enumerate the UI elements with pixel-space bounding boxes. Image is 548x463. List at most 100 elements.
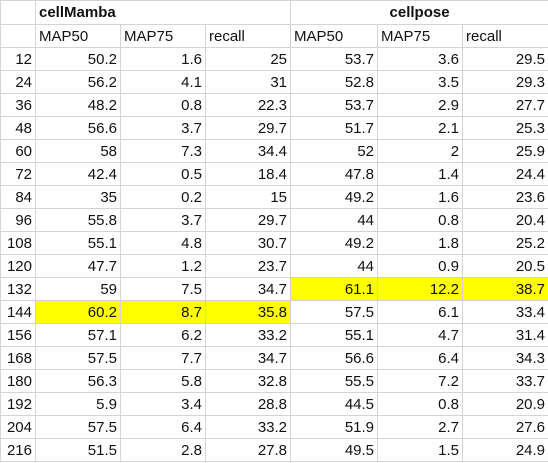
cell-cellmamba-recall[interactable]: 29.7 xyxy=(204,116,292,140)
cell-cellmamba-recall[interactable]: 31 xyxy=(204,70,292,94)
cell-cellmamba-map50[interactable]: 59 xyxy=(35,277,121,301)
cell-cellpose-map75[interactable]: 4.7 xyxy=(377,323,464,347)
cell-cellmamba-map75[interactable]: 0.5 xyxy=(120,162,206,186)
cell-cellmamba-map50[interactable]: 47.7 xyxy=(35,254,121,278)
cell-cellpose-map75[interactable]: 1.5 xyxy=(377,438,464,462)
row-index-cell[interactable]: 144 xyxy=(0,300,36,324)
cell-cellpose-map50[interactable]: 52 xyxy=(290,139,379,163)
row-index-cell[interactable]: 216 xyxy=(0,438,36,462)
row-index-cell[interactable]: 204 xyxy=(0,415,36,439)
cell-cellpose-map50[interactable]: 49.2 xyxy=(290,231,379,255)
cell-cellmamba-map50[interactable]: 42.4 xyxy=(35,162,121,186)
cell-cellmamba-map75[interactable]: 4.1 xyxy=(120,70,206,94)
cell-cellpose-map75[interactable]: 2.1 xyxy=(377,116,464,140)
cell-cellpose-map50[interactable]: 56.6 xyxy=(290,346,379,370)
cell-cellpose-map75[interactable]: 3.6 xyxy=(377,47,464,71)
cell-cellmamba-map50[interactable]: 57.1 xyxy=(35,323,121,347)
cell-cellmamba-recall[interactable]: 27.8 xyxy=(204,438,292,462)
cell-cellmamba-recall[interactable]: 35.8 xyxy=(204,300,292,324)
cell-cellmamba-recall[interactable]: 32.8 xyxy=(204,369,292,393)
col-header-map75[interactable]: MAP75 xyxy=(120,24,206,48)
cell-cellpose-recall[interactable]: 24.4 xyxy=(462,162,548,186)
row-index-cell[interactable]: 120 xyxy=(0,254,36,278)
row-index-cell[interactable]: 180 xyxy=(0,369,36,393)
cell-cellmamba-map50[interactable]: 56.2 xyxy=(35,70,121,94)
row-index-cell[interactable]: 60 xyxy=(0,139,36,163)
row-index-cell[interactable]: 156 xyxy=(0,323,36,347)
cell-cellpose-map75[interactable]: 0.8 xyxy=(377,208,464,232)
cell-cellpose-map75[interactable]: 0.9 xyxy=(377,254,464,278)
row-index-cell[interactable]: 108 xyxy=(0,231,36,255)
col-header-map75[interactable]: MAP75 xyxy=(377,24,464,48)
cell-cellmamba-recall[interactable]: 34.4 xyxy=(204,139,292,163)
cell-cellpose-map75[interactable]: 2.7 xyxy=(377,415,464,439)
row-index-cell[interactable]: 132 xyxy=(0,277,36,301)
cell-cellmamba-map50[interactable]: 35 xyxy=(35,185,121,209)
cell-cellpose-map75[interactable]: 2 xyxy=(377,139,464,163)
col-header-map50[interactable]: MAP50 xyxy=(290,24,379,48)
cell-cellpose-recall[interactable]: 33.4 xyxy=(462,300,548,324)
cell-cellmamba-map75[interactable]: 6.2 xyxy=(120,323,206,347)
cell-cellpose-recall[interactable]: 20.4 xyxy=(462,208,548,232)
cell-cellmamba-recall[interactable]: 23.7 xyxy=(204,254,292,278)
cell-cellpose-map50[interactable]: 55.5 xyxy=(290,369,379,393)
cell-cellmamba-map50[interactable]: 55.1 xyxy=(35,231,121,255)
cell-cellpose-recall[interactable]: 38.7 xyxy=(462,277,548,301)
cell-cellpose-map75[interactable]: 12.2 xyxy=(377,277,464,301)
cell-cellmamba-map75[interactable]: 1.6 xyxy=(120,47,206,71)
row-index-cell[interactable]: 72 xyxy=(0,162,36,186)
cell-cellmamba-map75[interactable]: 2.8 xyxy=(120,438,206,462)
cell-cellmamba-map75[interactable]: 7.5 xyxy=(120,277,206,301)
cell-cellpose-recall[interactable]: 20.5 xyxy=(462,254,548,278)
row-index-cell[interactable]: 48 xyxy=(0,116,36,140)
cell-cellpose-recall[interactable]: 25.3 xyxy=(462,116,548,140)
cell-cellpose-map50[interactable]: 49.2 xyxy=(290,185,379,209)
cell-cellmamba-map50[interactable]: 56.6 xyxy=(35,116,121,140)
row-index-cell[interactable]: 192 xyxy=(0,392,36,416)
cell-cellpose-map50[interactable]: 44.5 xyxy=(290,392,379,416)
cell-cellmamba-map75[interactable]: 0.8 xyxy=(120,93,206,117)
cell-cellmamba-recall[interactable]: 18.4 xyxy=(204,162,292,186)
cell-cellpose-map75[interactable]: 1.6 xyxy=(377,185,464,209)
cell-cellpose-recall[interactable]: 27.7 xyxy=(462,93,548,117)
cell-cellmamba-map50[interactable]: 51.5 xyxy=(35,438,121,462)
cell-cellmamba-map50[interactable]: 55.8 xyxy=(35,208,121,232)
cell-cellmamba-map75[interactable]: 7.3 xyxy=(120,139,206,163)
cell-cellpose-map75[interactable]: 6.1 xyxy=(377,300,464,324)
col-header-map50[interactable]: MAP50 xyxy=(35,24,121,48)
col-header-recall[interactable]: recall xyxy=(462,24,548,48)
group-header-cellmamba[interactable]: cellMamba xyxy=(34,0,292,25)
cell-cellpose-recall[interactable]: 23.6 xyxy=(462,185,548,209)
cell-cellmamba-map75[interactable]: 8.7 xyxy=(120,300,206,324)
cell-cellmamba-map75[interactable]: 3.7 xyxy=(120,208,206,232)
cell-cellmamba-recall[interactable]: 33.2 xyxy=(204,323,292,347)
cell-cellpose-map75[interactable]: 7.2 xyxy=(377,369,464,393)
cell-cellpose-recall[interactable]: 20.9 xyxy=(462,392,548,416)
cell-cellpose-map75[interactable]: 1.4 xyxy=(377,162,464,186)
cell-cellpose-map50[interactable]: 51.9 xyxy=(290,415,379,439)
cell-cellmamba-map75[interactable]: 4.8 xyxy=(120,231,206,255)
cell-cellpose-recall[interactable]: 33.7 xyxy=(462,369,548,393)
cell-cellpose-map75[interactable]: 2.9 xyxy=(377,93,464,117)
cell-cellpose-map50[interactable]: 53.7 xyxy=(290,47,379,71)
index-header-cell[interactable] xyxy=(0,24,36,48)
cell-cellpose-recall[interactable]: 34.3 xyxy=(462,346,548,370)
cell-cellmamba-recall[interactable]: 25 xyxy=(204,47,292,71)
cell-cellmamba-map50[interactable]: 57.5 xyxy=(35,346,121,370)
cell-cellpose-recall[interactable]: 29.5 xyxy=(462,47,548,71)
cell-cellmamba-recall[interactable]: 29.7 xyxy=(204,208,292,232)
cell-cellpose-map50[interactable]: 52.8 xyxy=(290,70,379,94)
cell-cellmamba-map50[interactable]: 5.9 xyxy=(35,392,121,416)
cell-cellmamba-recall[interactable]: 28.8 xyxy=(204,392,292,416)
cell-cellpose-recall[interactable]: 24.9 xyxy=(462,438,548,462)
cell-cellpose-map75[interactable]: 0.8 xyxy=(377,392,464,416)
cell-cellpose-map50[interactable]: 49.5 xyxy=(290,438,379,462)
cell-cellmamba-map50[interactable]: 58 xyxy=(35,139,121,163)
group-header-cellpose[interactable]: cellpose xyxy=(290,0,548,25)
cell-cellpose-map50[interactable]: 44 xyxy=(290,208,379,232)
cell-cellpose-recall[interactable]: 27.6 xyxy=(462,415,548,439)
cell-cellpose-map50[interactable]: 47.8 xyxy=(290,162,379,186)
cell-cellpose-map50[interactable]: 57.5 xyxy=(290,300,379,324)
cell-cellmamba-map50[interactable]: 48.2 xyxy=(35,93,121,117)
cell-cellmamba-map50[interactable]: 57.5 xyxy=(35,415,121,439)
